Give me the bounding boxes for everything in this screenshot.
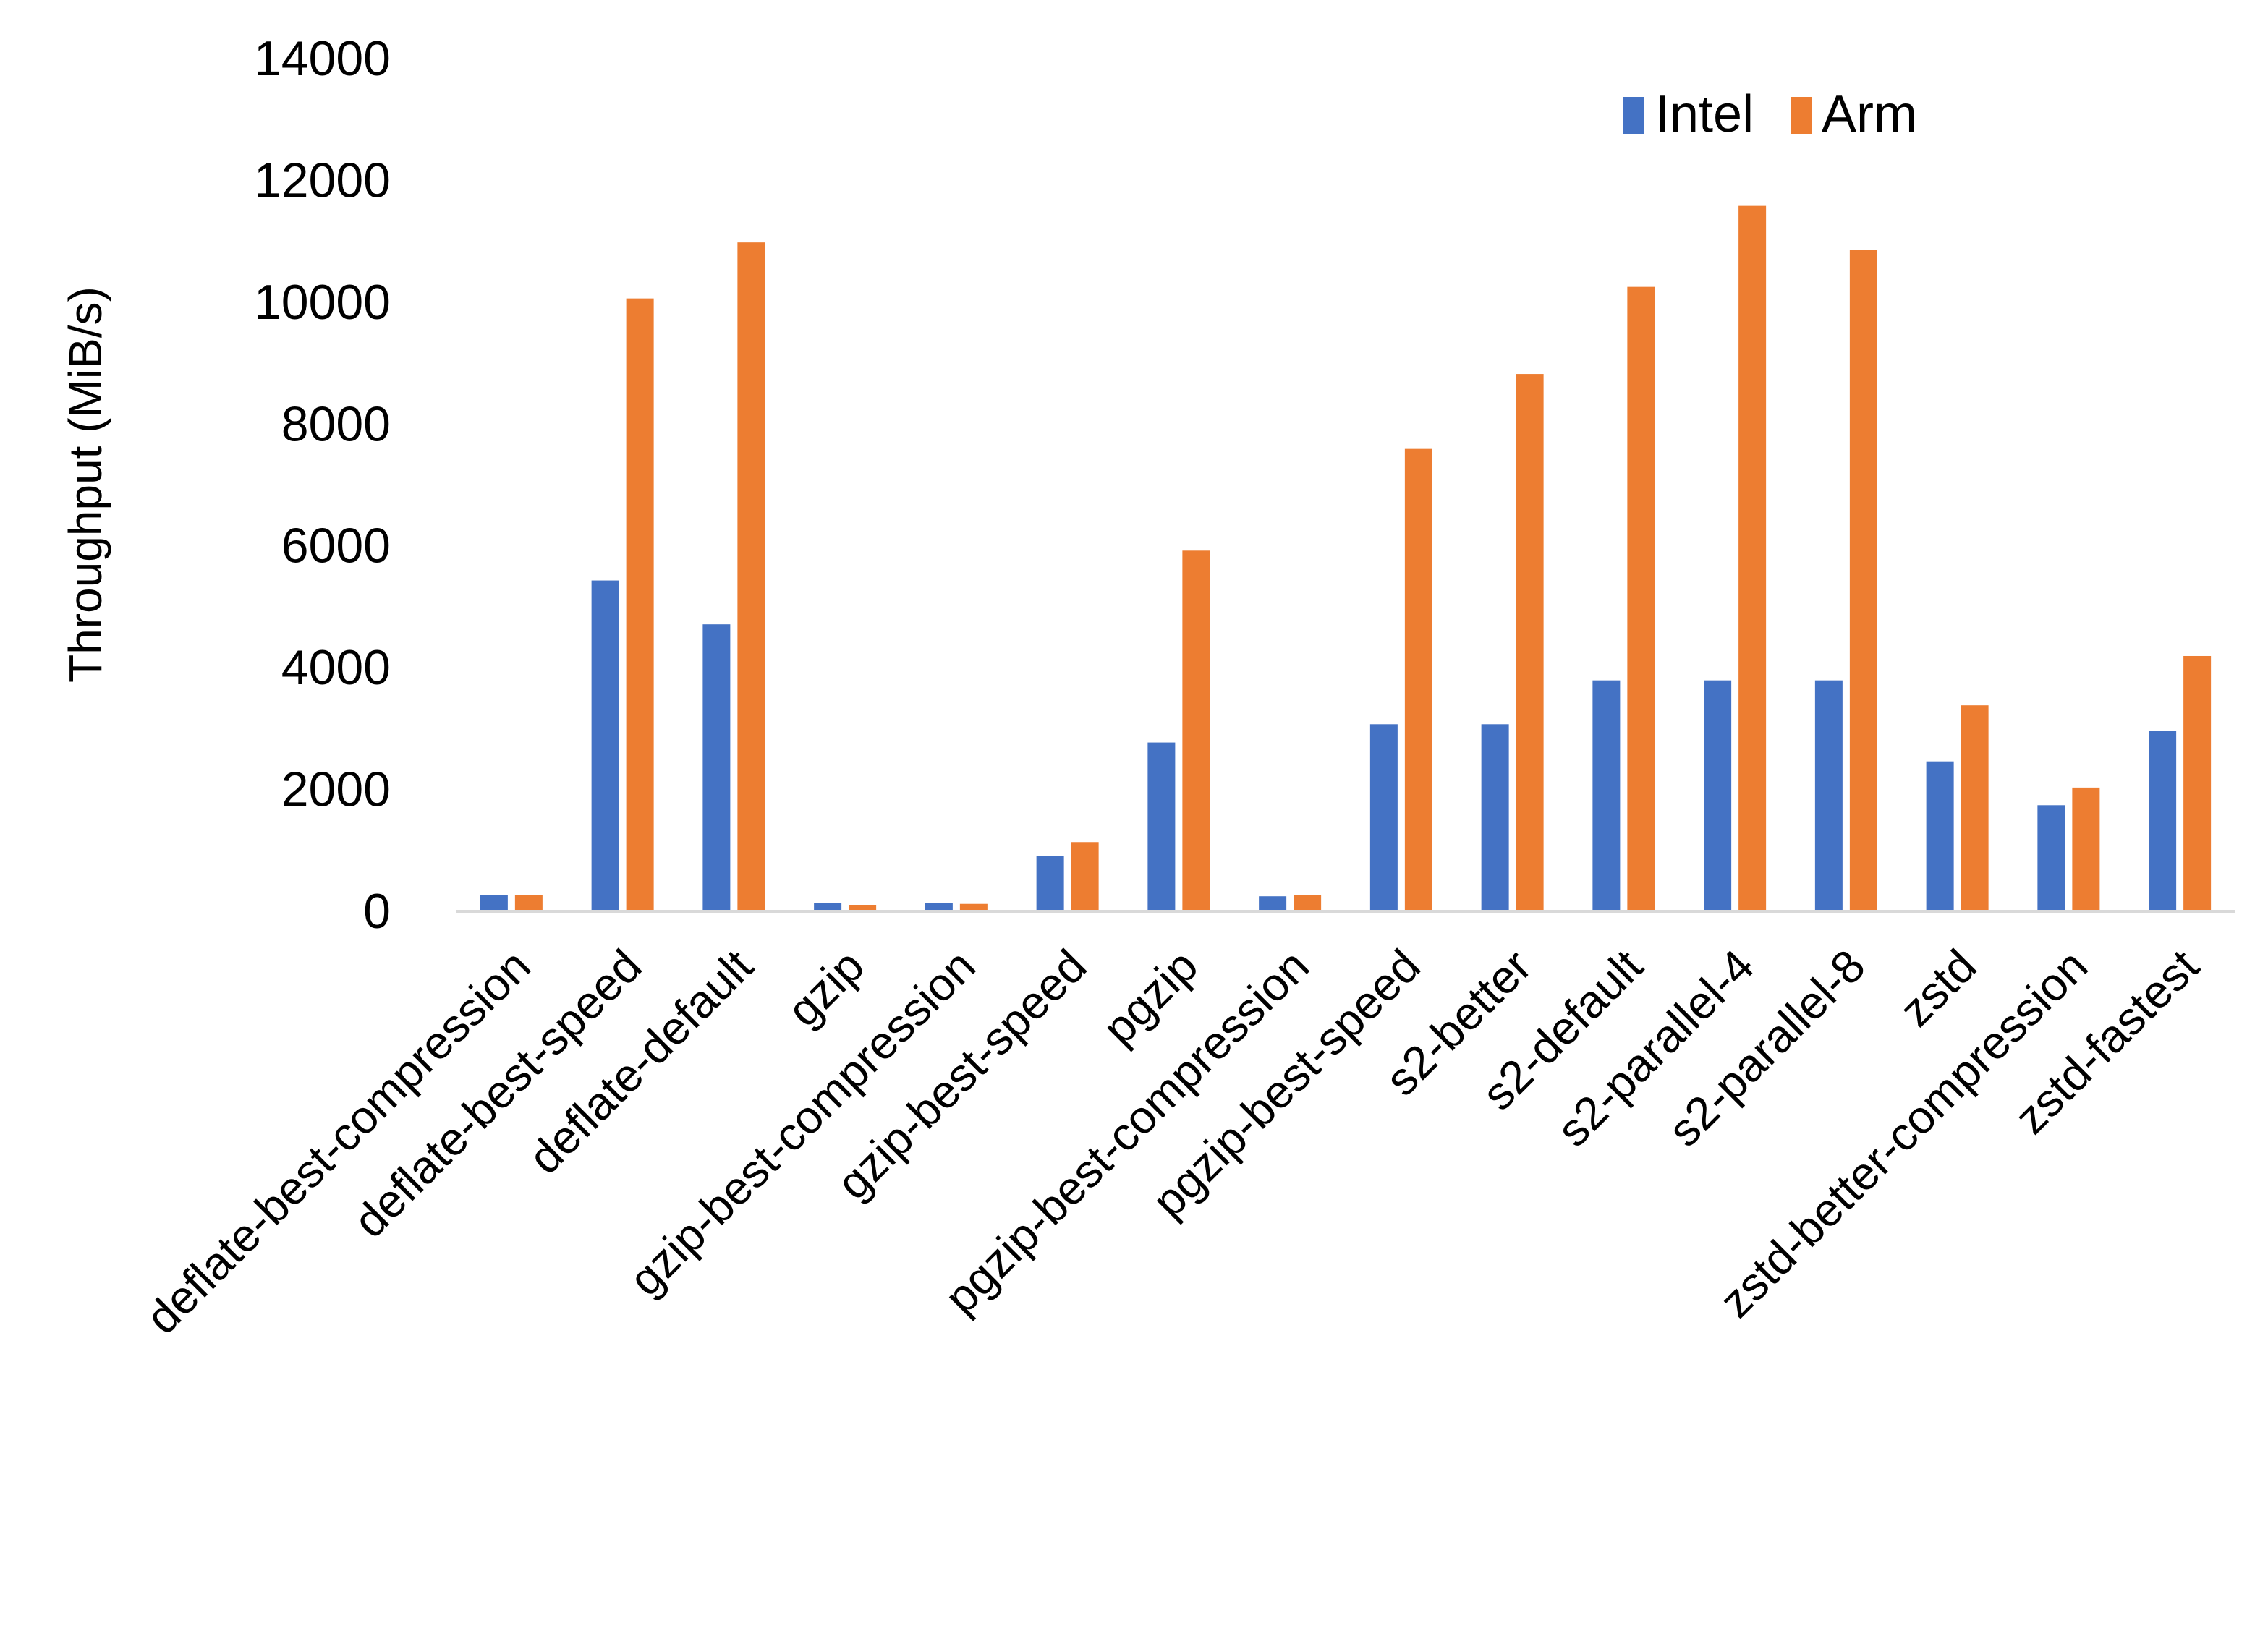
bar-intel-zstd bbox=[1926, 761, 1954, 911]
legend-label-arm: Arm bbox=[1822, 85, 1917, 143]
bar-arm-s2-default bbox=[1627, 286, 1655, 911]
bar-arm-deflate-default bbox=[737, 242, 765, 911]
y-axis-ticks: 0 2000 4000 6000 8000 10000 12000 14000 bbox=[254, 31, 391, 939]
y-axis-label: Throughput (MiB/s) bbox=[59, 286, 111, 683]
x-axis-tick-labels: deflate-best-compressiondeflate-best-spe… bbox=[136, 940, 2209, 1344]
bar-intel-pgzip-best-speed bbox=[1369, 724, 1398, 911]
y-tick-label: 10000 bbox=[254, 275, 391, 330]
bar-intel-s2-default bbox=[1592, 680, 1621, 911]
y-tick-label: 2000 bbox=[281, 762, 391, 817]
bar-intel-zstd-fastest bbox=[2149, 731, 2177, 911]
bar-arm-zstd-fastest bbox=[2183, 655, 2212, 911]
bar-arm-gzip-best-speed bbox=[1071, 842, 1099, 911]
bar-intel-s2-parallel-4 bbox=[1704, 680, 1732, 911]
y-tick-label: 4000 bbox=[281, 640, 391, 695]
x-tick-label: zstd bbox=[1890, 940, 1987, 1036]
bar-intel-gzip bbox=[814, 903, 842, 911]
x-tick-label: gzip bbox=[777, 940, 874, 1036]
y-tick-label: 6000 bbox=[281, 519, 391, 574]
bar-arm-zstd-better-compression bbox=[2072, 787, 2100, 911]
bar-arm-deflate-best-compression bbox=[514, 895, 543, 911]
y-tick-label: 12000 bbox=[254, 153, 391, 208]
bar-arm-zstd bbox=[1961, 705, 1989, 911]
bar-arm-pgzip-best-compression bbox=[1294, 895, 1322, 911]
bar-arm-gzip bbox=[849, 904, 877, 911]
bar-intel-zstd-better-compression bbox=[2037, 805, 2065, 911]
bar-intel-deflate-best-speed bbox=[591, 580, 619, 911]
bar-intel-s2-parallel-8 bbox=[1814, 680, 1843, 911]
bar-intel-s2-better bbox=[1481, 724, 1509, 911]
legend-swatch-intel bbox=[1623, 97, 1644, 134]
bar-intel-deflate-best-compression bbox=[480, 895, 508, 911]
bar-arm-s2-better bbox=[1516, 374, 1544, 911]
bar-arm-s2-parallel-8 bbox=[1849, 250, 1877, 911]
bar-arm-s2-parallel-4 bbox=[1738, 205, 1767, 911]
bar-intel-pgzip-best-compression bbox=[1259, 896, 1287, 911]
bar-intel-gzip-best-compression bbox=[925, 903, 953, 911]
bar-arm-pgzip bbox=[1182, 550, 1210, 911]
bars bbox=[480, 205, 2212, 911]
y-tick-label: 0 bbox=[363, 884, 391, 939]
legend-label-intel: Intel bbox=[1655, 85, 1754, 143]
bar-intel-pgzip bbox=[1147, 742, 1176, 911]
bar-intel-gzip-best-speed bbox=[1036, 856, 1064, 911]
legend: Intel Arm bbox=[1623, 85, 1917, 143]
bar-arm-gzip-best-compression bbox=[959, 903, 988, 911]
y-tick-label: 8000 bbox=[281, 396, 391, 451]
bar-arm-pgzip-best-speed bbox=[1404, 448, 1432, 911]
legend-swatch-arm bbox=[1791, 97, 1812, 134]
y-tick-label: 14000 bbox=[254, 31, 391, 86]
bar-arm-deflate-best-speed bbox=[626, 298, 654, 911]
bar-intel-deflate-default bbox=[702, 624, 731, 911]
